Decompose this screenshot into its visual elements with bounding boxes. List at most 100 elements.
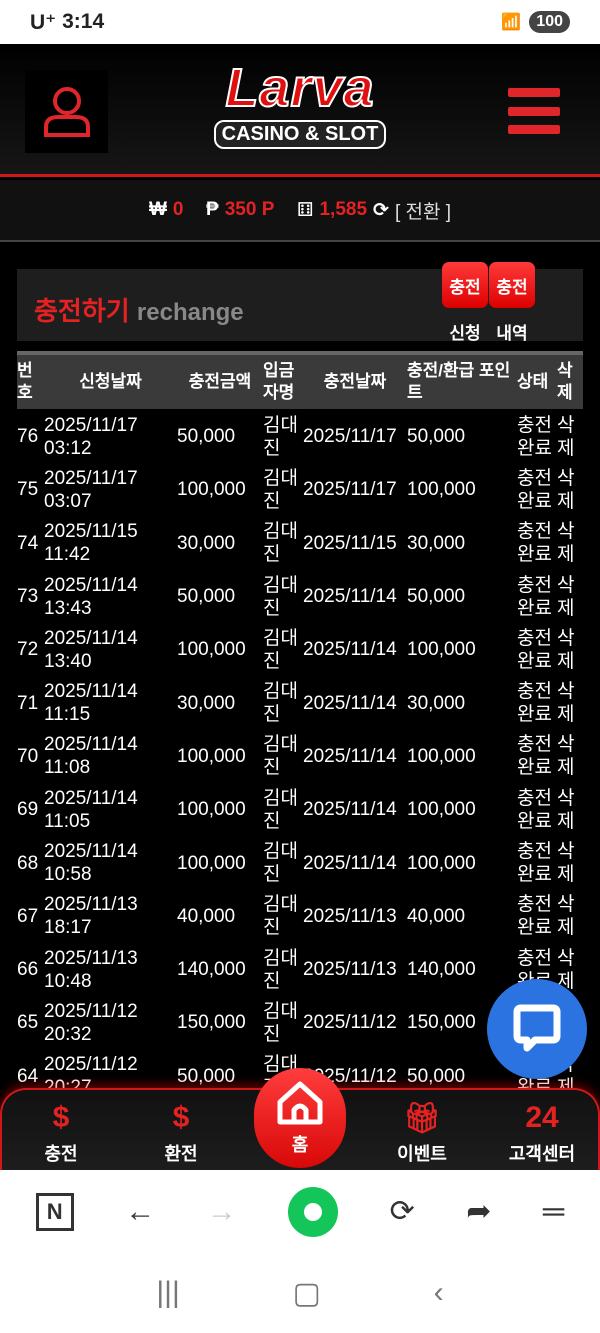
table-cell: 김대진 xyxy=(263,734,298,779)
status-bar: U⁺ 3:14 📶 100 xyxy=(0,0,600,44)
table-cell: 100,000 xyxy=(177,852,246,874)
logo[interactable]: Larva CASINO & SLOT xyxy=(205,56,395,166)
table-cell: 100,000 xyxy=(407,745,476,767)
table-cell: 김대진 xyxy=(263,521,298,566)
table-cell: 100,000 xyxy=(407,639,476,661)
table-cell: 67 xyxy=(17,905,39,927)
table-cell: 140,000 xyxy=(177,959,246,981)
table-cell: 2025/11/12 20:32 xyxy=(44,1000,138,1045)
recents-icon[interactable]: ||| xyxy=(156,1276,180,1309)
browser-toolbar: N ← → ⟳ ➦ ═ xyxy=(0,1170,600,1253)
table-header: 번호 신청날짜 충전금액 입금자명 충전날짜 충전/환급 포인트 상태 삭제 xyxy=(17,351,583,409)
back-nav-icon[interactable]: ‹ xyxy=(433,1276,444,1309)
table-row: 69 2025/11/14 11:05 100,000 김대진 2025/11/14 10… xyxy=(17,783,583,836)
header-cell: 충전금액 xyxy=(188,372,252,391)
table-cell: 50,000 xyxy=(407,586,466,608)
table-cell: 김대진 xyxy=(263,467,298,512)
nav-home[interactable]: 홈 xyxy=(254,1068,346,1168)
table-cell: 73 xyxy=(17,586,39,608)
table-cell: 2025/11/14 10:58 xyxy=(44,841,138,886)
table-cell: 76 xyxy=(17,426,39,448)
delete-button[interactable]: 삭제 xyxy=(557,734,575,779)
charge-request-label: 신청 xyxy=(449,324,481,343)
table-row: 67 2025/11/13 18:17 40,000 김대진 2025/11/13 40,… xyxy=(17,890,583,943)
table-cell: 2025/11/14 xyxy=(303,799,397,821)
share-icon[interactable]: ➦ xyxy=(466,1195,492,1228)
delete-button[interactable]: 삭제 xyxy=(557,947,575,992)
table-cell: 2025/11/14 xyxy=(303,692,397,714)
user-button[interactable] xyxy=(25,70,108,153)
header-cell: 번호 xyxy=(17,361,33,402)
table-cell: 2025/11/14 11:05 xyxy=(44,787,138,832)
chip-balance: 1,585 xyxy=(319,199,368,220)
nav-support[interactable]: 24 고객센터 xyxy=(497,1096,587,1166)
nav-home-label: 홈 xyxy=(291,1135,309,1155)
delete-button[interactable]: 삭제 xyxy=(557,894,575,939)
chat-button[interactable] xyxy=(487,979,587,1079)
table-cell: 100,000 xyxy=(407,852,476,874)
delete-button[interactable]: 삭제 xyxy=(557,841,575,886)
charge-history-button[interactable]: 충전 xyxy=(489,262,535,308)
menu-icon[interactable] xyxy=(508,88,560,134)
table-cell: 100,000 xyxy=(177,745,246,767)
table-cell: 김대진 xyxy=(263,894,298,939)
table-cell: 2025/11/17 xyxy=(303,479,397,501)
table-cell: 2025/11/14 11:08 xyxy=(44,734,138,779)
charge-panel: 충전하기 rechange 충전 신청 충전 내역 xyxy=(17,262,583,343)
table-cell: 2025/11/14 13:40 xyxy=(44,627,138,672)
table-cell: 2025/11/15 11:42 xyxy=(44,521,138,566)
delete-button[interactable]: 삭제 xyxy=(557,627,575,672)
nav-event[interactable]: 🎁︎ 이벤트 xyxy=(377,1096,467,1166)
table-cell: 2025/11/17 xyxy=(303,426,397,448)
table-cell: 72 xyxy=(17,639,39,661)
point-icon: ₱ xyxy=(206,199,219,220)
table-row: 73 2025/11/14 13:43 50,000 김대진 2025/11/14 50,… xyxy=(17,570,583,623)
hands-money-icon: $ xyxy=(172,1101,190,1134)
home-button-icon[interactable]: ▢ xyxy=(292,1276,321,1310)
refresh-icon[interactable]: ⟳ xyxy=(373,199,389,221)
table-cell: 30,000 xyxy=(407,692,466,714)
menu-lines-icon[interactable]: ═ xyxy=(542,1194,565,1228)
switch-button[interactable]: [ 전환 ] xyxy=(394,201,452,223)
hand-money-icon: $ xyxy=(52,1101,70,1134)
table-row: 68 2025/11/14 10:58 100,000 김대진 2025/11/14 10… xyxy=(17,836,583,889)
delete-button[interactable]: 삭제 xyxy=(557,467,575,512)
table-cell: 150,000 xyxy=(177,1012,246,1034)
forward-icon[interactable]: → xyxy=(206,1194,237,1228)
delete-button[interactable]: 삭제 xyxy=(557,574,575,619)
naver-icon[interactable]: N xyxy=(35,1192,74,1231)
won-icon: ₩ xyxy=(148,199,167,220)
reload-icon[interactable]: ⟳ xyxy=(389,1195,415,1228)
table-cell: 69 xyxy=(17,799,39,821)
table-cell: 50,000 xyxy=(177,426,236,448)
clock-24-icon: 24 xyxy=(525,1101,559,1134)
green-dot-icon[interactable] xyxy=(288,1186,339,1237)
table-cell: 충전완료 xyxy=(517,627,552,672)
table-cell: 2025/11/14 13:43 xyxy=(44,574,138,619)
delete-button[interactable]: 삭제 xyxy=(557,787,575,832)
back-icon[interactable]: ← xyxy=(125,1194,156,1228)
table-cell: 100,000 xyxy=(177,639,246,661)
delete-button[interactable]: 삭제 xyxy=(557,681,575,726)
nav-charge[interactable]: $ 충전 xyxy=(16,1096,106,1166)
table-cell: 30,000 xyxy=(177,532,236,554)
table-cell: 40,000 xyxy=(407,905,466,927)
table-cell: 2025/11/12 xyxy=(303,1012,397,1034)
page-subtitle: rechange xyxy=(136,299,244,326)
delete-button[interactable]: 삭제 xyxy=(557,414,575,459)
table-cell: 40,000 xyxy=(177,905,236,927)
user-icon xyxy=(43,86,90,137)
table-cell: 2025/11/13 xyxy=(303,959,397,981)
header-cell: 충전날짜 xyxy=(323,372,387,391)
header-cell: 충전/환급 포인트 xyxy=(407,361,511,402)
delete-button[interactable]: 삭제 xyxy=(557,521,575,566)
table-cell: 2025/11/14 xyxy=(303,852,397,874)
table-cell: 65 xyxy=(17,1012,39,1034)
table-cell: 50,000 xyxy=(407,426,466,448)
charge-request-button[interactable]: 충전 xyxy=(442,262,488,308)
table-cell: 140,000 xyxy=(407,959,476,981)
table-cell: 김대진 xyxy=(263,627,298,672)
header-cell: 신청날짜 xyxy=(79,372,142,391)
nav-exchange[interactable]: $ 환전 xyxy=(136,1096,226,1166)
table-row: 71 2025/11/14 11:15 30,000 김대진 2025/11/14 30,… xyxy=(17,676,583,729)
